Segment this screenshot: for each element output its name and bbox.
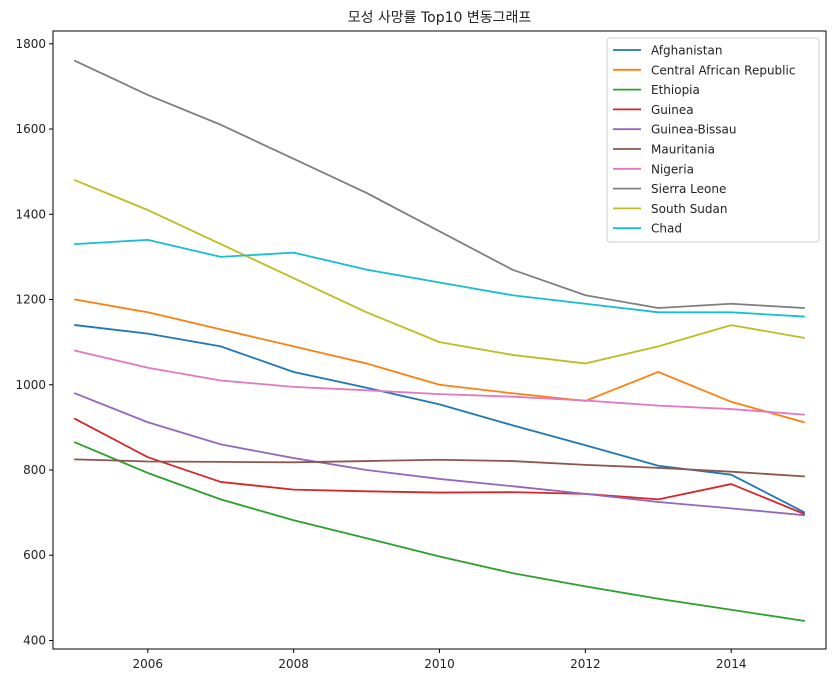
y-tick-label: 1400 <box>15 207 46 221</box>
series-lines <box>73 59 806 622</box>
legend-box <box>606 37 820 243</box>
y-tick-label: 600 <box>23 548 46 562</box>
series-line-guinea <box>73 417 806 515</box>
y-tick-label: 1600 <box>15 122 46 136</box>
legend-label-mauritania: Mauritania <box>651 143 715 157</box>
y-tick-label: 800 <box>23 463 46 477</box>
legend-label-afghanistan: Afghanistan <box>651 44 722 58</box>
series-line-guinea-bissau <box>73 392 806 517</box>
x-tick-label: 2010 <box>424 657 455 671</box>
series-line-nigeria <box>73 349 806 416</box>
chart-title: 모성 사망률 Top10 변동그래프 <box>348 10 532 26</box>
series-line-central-african-republic <box>73 298 806 424</box>
y-tick-label: 1800 <box>15 37 46 51</box>
series-line-sierra-leone <box>73 59 806 309</box>
y-tick-label: 1200 <box>15 293 46 307</box>
series-line-mauritania <box>73 458 806 478</box>
x-tick-label: 2008 <box>278 657 309 671</box>
legend-label-sierra-leone: Sierra Leone <box>651 182 726 196</box>
y-tick-label: 400 <box>23 633 46 647</box>
x-tick-label: 2006 <box>133 657 164 671</box>
series-line-south-sudan <box>73 179 806 365</box>
y-axis: 400 600 800 1000 1200 1400 1600 1800 <box>15 37 53 647</box>
legend: Afghanistan Central African Republic Ethio… <box>606 37 820 243</box>
legend-label-chad: Chad <box>651 222 682 236</box>
legend-label-nigeria: Nigeria <box>651 162 694 176</box>
series-line-chad <box>73 238 806 318</box>
legend-label-guinea: Guinea <box>651 103 694 117</box>
legend-label-guinea-bissau: Guinea-Bissau <box>651 123 737 137</box>
x-axis: 2006 2008 2010 2012 2014 <box>133 649 747 671</box>
y-tick-label: 1000 <box>15 378 46 392</box>
series-line-ethiopia <box>73 441 806 622</box>
legend-label-ethiopia: Ethiopia <box>651 83 700 97</box>
series-line-afghanistan <box>73 324 806 514</box>
legend-label-south-sudan: South Sudan <box>651 202 728 216</box>
x-tick-label: 2014 <box>716 657 747 671</box>
x-tick-label: 2012 <box>570 657 601 671</box>
legend-label-central-african-republic: Central African Republic <box>651 63 795 77</box>
